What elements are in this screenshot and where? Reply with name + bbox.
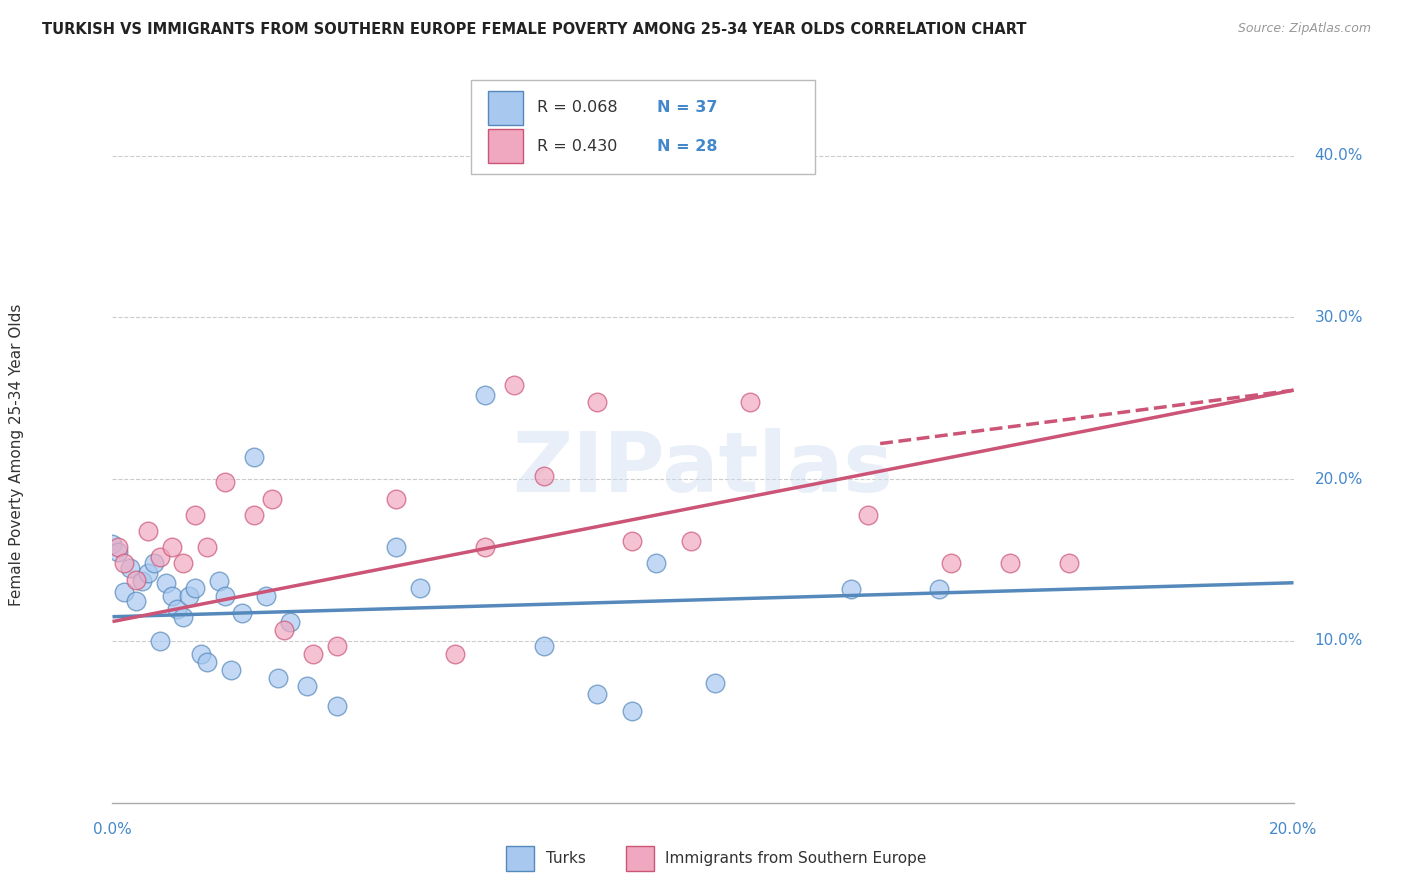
Point bbox=[166, 601, 188, 615]
Point bbox=[326, 639, 349, 653]
Text: 10.0%: 10.0% bbox=[1315, 633, 1362, 648]
Text: N = 37: N = 37 bbox=[657, 101, 717, 115]
Point bbox=[503, 378, 526, 392]
Point bbox=[195, 655, 218, 669]
Text: 40.0%: 40.0% bbox=[1315, 148, 1362, 163]
Point bbox=[231, 607, 253, 621]
Point bbox=[408, 581, 430, 595]
Point bbox=[326, 698, 349, 713]
Point bbox=[195, 540, 218, 554]
Text: Turks: Turks bbox=[546, 851, 585, 865]
Point bbox=[858, 508, 880, 522]
Point bbox=[155, 575, 177, 590]
Point bbox=[112, 557, 135, 571]
Point bbox=[273, 623, 295, 637]
Point bbox=[120, 561, 142, 575]
Text: 20.0%: 20.0% bbox=[1315, 472, 1362, 487]
Point bbox=[585, 687, 607, 701]
Text: ZIPatlas: ZIPatlas bbox=[513, 428, 893, 509]
Point bbox=[998, 557, 1021, 571]
Point bbox=[585, 394, 607, 409]
Point bbox=[142, 557, 165, 571]
Point bbox=[125, 573, 148, 587]
Point bbox=[533, 639, 555, 653]
Point bbox=[1057, 557, 1080, 571]
Point bbox=[112, 585, 135, 599]
Point bbox=[107, 540, 129, 554]
Point bbox=[184, 508, 207, 522]
Point bbox=[260, 491, 283, 506]
Point bbox=[136, 566, 159, 580]
Point bbox=[131, 574, 153, 588]
Point bbox=[179, 589, 201, 603]
Point bbox=[621, 704, 644, 718]
Point bbox=[149, 549, 172, 564]
Point bbox=[474, 388, 496, 402]
Point bbox=[243, 450, 266, 464]
Point bbox=[208, 574, 231, 588]
Point bbox=[219, 663, 242, 677]
Text: Source: ZipAtlas.com: Source: ZipAtlas.com bbox=[1237, 22, 1371, 36]
Point bbox=[160, 589, 183, 603]
Point bbox=[939, 557, 962, 571]
Point bbox=[444, 647, 467, 661]
Point bbox=[297, 679, 319, 693]
Point bbox=[621, 533, 644, 548]
Point bbox=[385, 491, 408, 506]
Point bbox=[172, 609, 194, 624]
Point bbox=[703, 676, 725, 690]
Point bbox=[190, 647, 212, 661]
Text: 20.0%: 20.0% bbox=[1270, 822, 1317, 837]
Text: 30.0%: 30.0% bbox=[1315, 310, 1362, 325]
Point bbox=[136, 524, 159, 538]
Text: Female Poverty Among 25-34 Year Olds: Female Poverty Among 25-34 Year Olds bbox=[10, 304, 24, 606]
Text: R = 0.068: R = 0.068 bbox=[537, 101, 617, 115]
Text: TURKISH VS IMMIGRANTS FROM SOUTHERN EUROPE FEMALE POVERTY AMONG 25-34 YEAR OLDS : TURKISH VS IMMIGRANTS FROM SOUTHERN EURO… bbox=[42, 22, 1026, 37]
Point bbox=[101, 537, 124, 551]
Point bbox=[267, 671, 290, 685]
Point bbox=[184, 581, 207, 595]
Point bbox=[681, 533, 703, 548]
Point bbox=[214, 475, 236, 490]
Point bbox=[928, 582, 950, 597]
Point bbox=[172, 557, 194, 571]
Point bbox=[839, 582, 862, 597]
Point bbox=[125, 593, 148, 607]
Point bbox=[278, 615, 301, 629]
Point bbox=[740, 394, 762, 409]
Point bbox=[254, 589, 277, 603]
Point bbox=[149, 634, 172, 648]
Text: N = 28: N = 28 bbox=[657, 139, 717, 153]
Point bbox=[302, 647, 325, 661]
Text: R = 0.430: R = 0.430 bbox=[537, 139, 617, 153]
Text: 0.0%: 0.0% bbox=[93, 822, 132, 837]
Point bbox=[243, 508, 266, 522]
Point bbox=[644, 557, 666, 571]
Point bbox=[533, 469, 555, 483]
Point bbox=[474, 540, 496, 554]
Point bbox=[385, 540, 408, 554]
Text: Immigrants from Southern Europe: Immigrants from Southern Europe bbox=[665, 851, 927, 865]
Point bbox=[160, 540, 183, 554]
Point bbox=[107, 545, 129, 559]
Point bbox=[214, 589, 236, 603]
